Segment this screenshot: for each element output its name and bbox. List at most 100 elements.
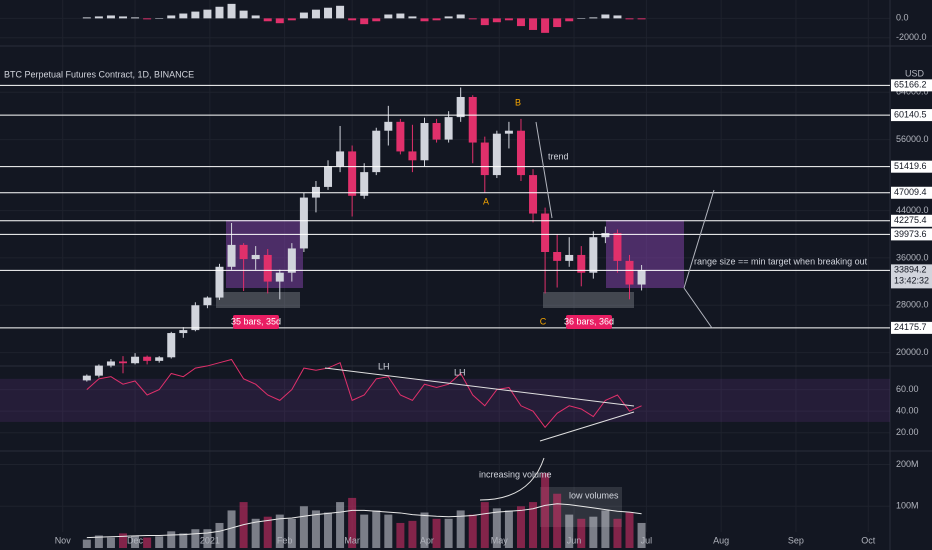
volume-bar: [251, 518, 260, 548]
volume-bar: [492, 508, 501, 548]
candle-body: [529, 175, 538, 214]
volume-bar: [613, 518, 622, 548]
candle-body: [480, 142, 489, 176]
candle-body: [444, 117, 453, 140]
macd-bar: [203, 9, 212, 19]
rsi-band: [0, 378, 890, 422]
macd-bar: [504, 18, 513, 21]
volume-bar: [119, 533, 128, 548]
bars-label: 36 bars, 36d: [564, 316, 614, 326]
candle-body: [601, 233, 610, 238]
price-label: 39973.6: [894, 229, 927, 239]
marks: [0, 3, 890, 548]
candle-body: [589, 237, 598, 273]
macd-bar: [131, 17, 140, 19]
macd-bar: [155, 18, 164, 19]
range-box: [216, 292, 300, 308]
volume-bar: [179, 533, 188, 548]
volume-bar: [275, 514, 284, 548]
x-tick-label: Dec: [127, 535, 144, 545]
candle-body: [468, 96, 477, 143]
candle-body: [360, 172, 369, 196]
candle-body: [251, 254, 260, 260]
x-tick-label: Aug: [713, 535, 729, 545]
macd-bar: [553, 18, 562, 28]
y-tick-label: 36000.0: [896, 252, 929, 262]
volume-bar: [516, 506, 525, 548]
candle-body: [119, 361, 128, 364]
macd-bar: [468, 18, 477, 20]
price-label: 33894.2: [894, 265, 927, 275]
candle-body: [372, 130, 381, 173]
candle-body: [396, 121, 405, 152]
candle-body: [131, 356, 140, 364]
volume-bar: [360, 514, 369, 548]
candle-body: [155, 357, 164, 361]
candle-body: [106, 361, 115, 366]
trend-arrow: [535, 121, 553, 219]
macd-bar: [287, 18, 296, 21]
macd-bar: [227, 3, 236, 19]
volume-bar: [444, 518, 453, 548]
candle-body: [227, 244, 236, 267]
range-box: [543, 292, 634, 308]
candle-body: [516, 130, 525, 176]
macd-bar: [625, 18, 634, 20]
candle-body: [311, 186, 320, 198]
volume-bar: [227, 510, 236, 548]
volume-bar: [565, 514, 574, 548]
volume-bar: [408, 520, 417, 548]
macd-bar: [82, 17, 91, 19]
chart-title: BTC Perpetual Futures Contract, 1D, BINA…: [4, 69, 194, 79]
price-label: 42275.4: [894, 215, 927, 225]
volume-bar: [94, 535, 103, 548]
trendline: [539, 411, 635, 442]
y-tick-label: 200M: [896, 459, 919, 469]
volume-bar: [143, 537, 152, 548]
volume-curve: [479, 457, 545, 501]
volume-bar: [468, 514, 477, 548]
y-tick-label: 28000.0: [896, 300, 929, 310]
candle-body: [299, 197, 308, 249]
candle-body: [324, 166, 333, 187]
candle-body: [420, 123, 429, 161]
macd-bar: [311, 9, 320, 19]
candle-body: [504, 130, 513, 134]
volume-bar: [589, 516, 598, 548]
candle-body: [492, 133, 501, 176]
macd-bar: [360, 18, 369, 25]
volume-bar: [203, 529, 212, 548]
price-label: 51419.6: [894, 161, 927, 171]
label-box: [566, 315, 612, 329]
candle-body: [384, 121, 393, 131]
drawings: [324, 121, 715, 501]
trendline: [324, 367, 635, 407]
projection-arrow: [683, 189, 715, 329]
volume-bar: [553, 493, 562, 548]
macd-bar: [263, 18, 272, 22]
macd-bar: [456, 14, 465, 19]
candle-body: [191, 305, 200, 331]
volume-bar: [384, 514, 393, 548]
price-label: 60140.5: [894, 109, 927, 119]
annotation: low volumes: [569, 490, 619, 500]
candle-body: [408, 151, 417, 161]
candle-body: [167, 333, 176, 358]
rsi-line: [86, 358, 642, 429]
price-label-box: [891, 321, 932, 334]
x-tick-label: Jul: [641, 535, 653, 545]
x-tick-label: Nov: [55, 535, 72, 545]
volume-bar: [396, 522, 405, 548]
macd-bar: [516, 18, 525, 27]
annotation: LH: [454, 367, 466, 377]
volume-bar: [456, 510, 465, 548]
macd-bar: [299, 12, 308, 19]
candle-body: [179, 330, 188, 334]
price-label-box: [891, 264, 932, 289]
y-tick-label: 100M: [896, 501, 919, 511]
price-label-box: [891, 228, 932, 241]
candle-body: [263, 254, 272, 282]
macd-bar: [239, 10, 248, 19]
macd-bar: [191, 11, 200, 19]
macd-bar: [601, 14, 610, 19]
